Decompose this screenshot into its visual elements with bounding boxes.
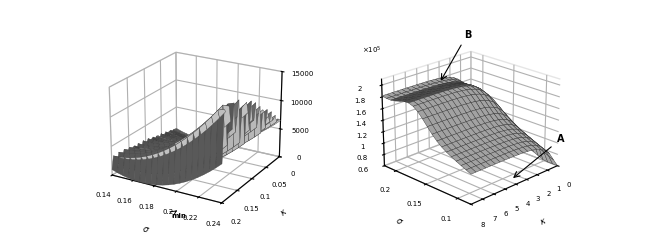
Text: $\times 10^5$: $\times 10^5$: [362, 44, 382, 56]
X-axis label: $\sigma$: $\sigma$: [141, 223, 151, 234]
Text: B: B: [465, 30, 472, 40]
Y-axis label: $\sigma$: $\sigma$: [393, 216, 404, 227]
Y-axis label: $\kappa$: $\kappa$: [278, 206, 289, 217]
Text: min: min: [171, 212, 186, 218]
Text: A: A: [557, 134, 565, 144]
X-axis label: $\kappa$: $\kappa$: [538, 216, 548, 226]
